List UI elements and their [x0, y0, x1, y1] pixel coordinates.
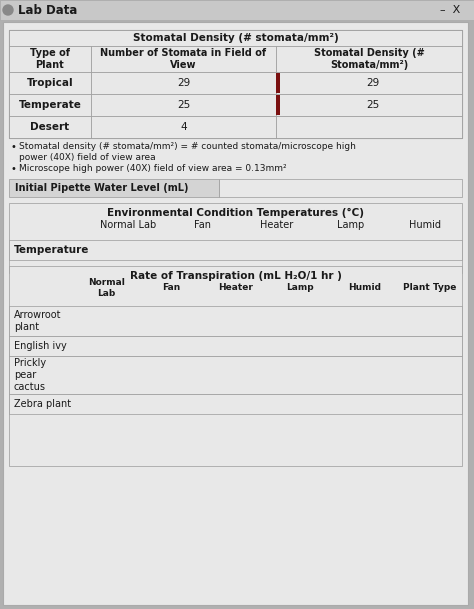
Bar [9, 356, 462, 394]
Bar [276, 116, 462, 138]
Bar [9, 46, 91, 72]
Text: Zebra plant: Zebra plant [14, 399, 71, 409]
Bar [91, 116, 276, 138]
Text: –  X: – X [440, 5, 460, 15]
Text: Arrowroot
plant: Arrowroot plant [14, 310, 62, 332]
Text: 25: 25 [366, 100, 380, 110]
Bar [9, 203, 462, 273]
Text: Humid: Humid [348, 284, 382, 292]
Bar [9, 306, 462, 336]
Bar [91, 94, 276, 116]
Bar [276, 94, 462, 116]
Bar [9, 30, 462, 138]
Text: Normal Lab: Normal Lab [100, 220, 156, 230]
Text: 29: 29 [366, 78, 380, 88]
Text: English ivy: English ivy [14, 341, 67, 351]
Text: Heater: Heater [260, 220, 293, 230]
Text: Prickly
pear
cactus: Prickly pear cactus [14, 359, 46, 392]
Bar [276, 95, 280, 115]
Text: 25: 25 [177, 100, 190, 110]
Text: Plant Type: Plant Type [403, 284, 456, 292]
Text: 29: 29 [177, 78, 190, 88]
Bar [276, 72, 462, 94]
Bar [9, 394, 462, 414]
Circle shape [3, 5, 13, 15]
Text: Lab Data: Lab Data [18, 4, 77, 16]
Bar [9, 336, 462, 356]
Text: Stomatal density (# stomata/mm²) = # counted stomata/microscope high: Stomatal density (# stomata/mm²) = # cou… [19, 142, 356, 151]
Bar [9, 72, 91, 94]
Bar [9, 240, 462, 260]
Text: Temperate: Temperate [18, 100, 82, 110]
Bar [0, 0, 474, 20]
Text: power (40X) field of view area: power (40X) field of view area [19, 153, 155, 162]
Text: Heater: Heater [218, 284, 253, 292]
Text: Stomatal Density (#
Stomata/mm²): Stomatal Density (# Stomata/mm²) [314, 48, 424, 70]
Bar [9, 266, 462, 466]
Bar [9, 179, 219, 197]
Text: Microscope high power (40X) field of view area = 0.13mm²: Microscope high power (40X) field of vie… [19, 164, 287, 173]
Bar [91, 72, 276, 94]
Bar [9, 116, 91, 138]
Text: Normal
Lab: Normal Lab [88, 278, 125, 298]
Text: 4: 4 [180, 122, 187, 132]
Text: Lamp: Lamp [337, 220, 365, 230]
Bar [276, 73, 280, 93]
Text: •: • [11, 164, 17, 174]
Text: Humid: Humid [409, 220, 441, 230]
Text: Type of
Plant: Type of Plant [30, 48, 70, 70]
Text: Fan: Fan [194, 220, 211, 230]
Text: Environmental Condition Temperatures (°C): Environmental Condition Temperatures (°C… [107, 208, 364, 218]
Bar [9, 94, 91, 116]
Text: Lamp: Lamp [286, 284, 314, 292]
Text: Number of Stomata in Field of
View: Number of Stomata in Field of View [100, 48, 266, 70]
Bar [219, 179, 462, 197]
Text: Rate of Transpiration (mL H₂O/1 hr ): Rate of Transpiration (mL H₂O/1 hr ) [129, 271, 341, 281]
Text: Temperature: Temperature [14, 245, 90, 255]
Text: Initial Pipette Water Level (mL): Initial Pipette Water Level (mL) [15, 183, 189, 193]
Text: •: • [11, 142, 17, 152]
Bar [276, 46, 462, 72]
Bar [9, 30, 462, 46]
Bar [91, 46, 276, 72]
Text: Tropical: Tropical [27, 78, 73, 88]
Text: Fan: Fan [162, 284, 180, 292]
Text: Stomatal Density (# stomata/mm²): Stomatal Density (# stomata/mm²) [133, 33, 338, 43]
Text: Desert: Desert [30, 122, 70, 132]
